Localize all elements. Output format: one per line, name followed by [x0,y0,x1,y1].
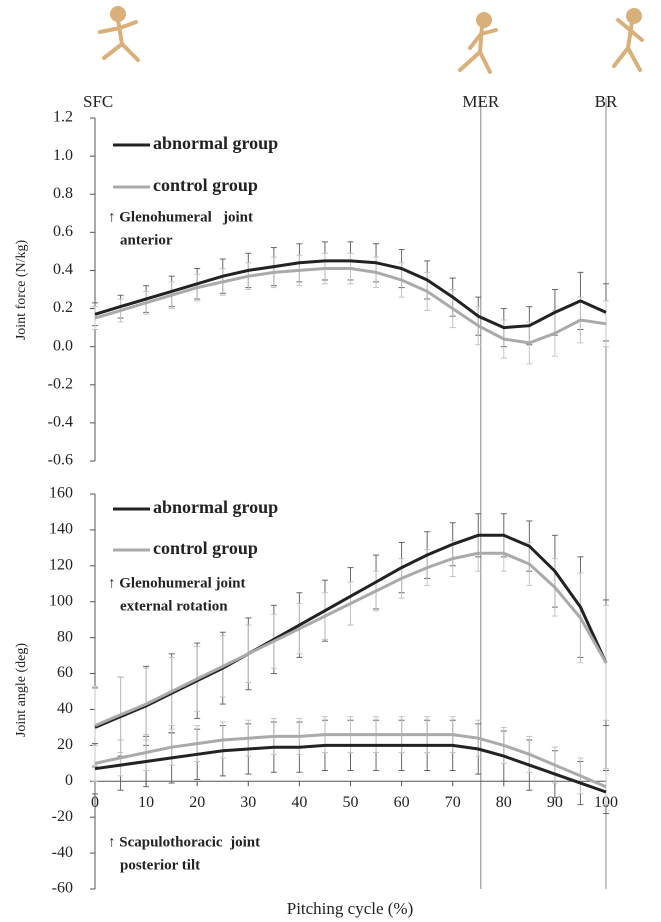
x-axis-label: Pitching cycle (%) [287,899,414,918]
y-tick-label: 0.4 [53,261,73,278]
y-tick-label: 0.8 [53,185,73,202]
y-tick-label: 100 [49,592,73,609]
chart: -0.6 -0.4 -0.2 0.0 0.2 0.4 0.6 0.8 1.0 1.2 Joint f… [0,0,661,922]
legend-label: control group [153,538,258,558]
y-tick-label: 40 [57,700,73,717]
y-tick-label: 0.0 [53,337,73,354]
y-tick-label: 0.2 [53,299,73,316]
x-tick-label: 10 [138,794,154,811]
y-tick-label: 140 [49,521,73,538]
y-tick-label: 80 [57,628,73,645]
y-tick-label: -20 [52,808,73,825]
y-tick-label: -0.2 [48,375,73,392]
x-tick-label: 30 [240,794,256,811]
x-tick-label: 40 [291,794,307,811]
annotation: ↑ Glenohumeral joint [108,575,246,591]
y-tick-label: 160 [49,485,73,502]
x-tick-label: 60 [394,794,410,811]
y-tick-label: 0.6 [53,223,73,240]
x-tick-label: 20 [189,794,205,811]
y-tick-label: 60 [57,664,73,681]
x-tick-label: 0 [91,794,99,811]
y-tick-label: 0 [65,772,73,789]
y-tick-label: -0.6 [48,452,73,469]
page: {"chart_data": [ {"type": "line", "y_lab… [0,0,661,922]
y-tick-label: -0.4 [48,414,73,431]
y-axis-label: Joint angle (deg) [14,643,29,737]
legend-label: abnormal group [153,133,278,153]
y-axis-label: Joint force (N/kg) [14,240,29,341]
x-tick-label: 80 [496,794,512,811]
y-tick-label: 1.2 [53,109,73,126]
annotation: external rotation [120,598,228,614]
event-label: BR [595,92,618,111]
pitcher-figures [100,8,642,72]
annotation: ↑ Glenohumeral joint [108,209,253,225]
legend-label: control group [153,175,258,195]
event-label: MER [462,92,500,111]
annotation: posterior tilt [120,857,200,873]
x-tick-label: 50 [343,794,359,811]
x-tick-label: 70 [445,794,461,811]
annotation: anterior [120,232,173,248]
y-tick-label: 120 [49,556,73,573]
y-tick-label: 20 [57,736,73,753]
y-tick-label: -40 [52,844,73,861]
annotation: ↑ Scapulothoracic joint [108,834,260,850]
legend-label: abnormal group [153,497,278,517]
y-tick-label: -60 [52,880,73,897]
event-label: SFC [83,92,113,111]
y-tick-label: 1.0 [53,147,73,164]
